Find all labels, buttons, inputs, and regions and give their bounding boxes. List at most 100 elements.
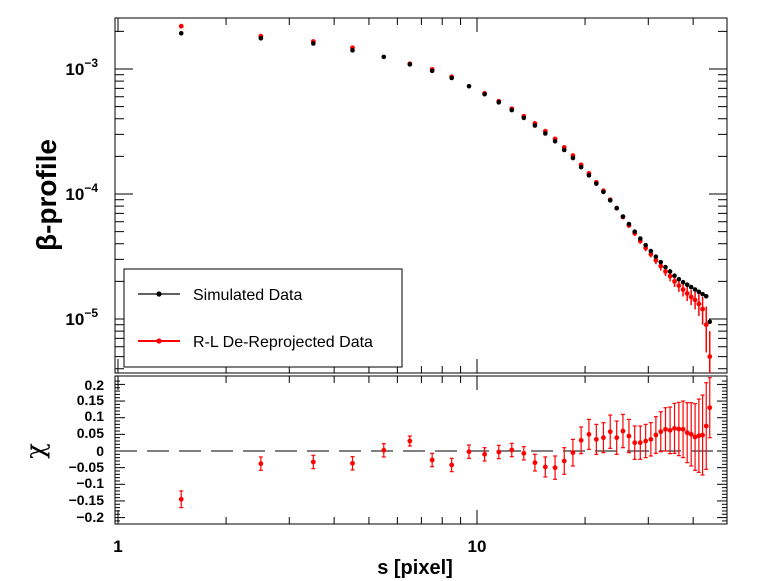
tick-base: 10 (65, 185, 84, 204)
legend: Simulated Data R-L De-Reprojected Data (123, 268, 403, 368)
x-axis-label: s [pixel] (377, 557, 453, 579)
rl-data-point (653, 257, 659, 263)
x-tick-label: 1 (113, 537, 122, 556)
chi-data-point (381, 447, 387, 453)
simulated-data-point (407, 62, 413, 67)
x-tick-labels: 1 10 (113, 537, 486, 556)
top-y-axis-label: β-profile (31, 139, 62, 251)
simulated-data-point (601, 189, 606, 195)
rl-data-point (178, 23, 184, 29)
chi-data-point (700, 432, 705, 438)
top-panel: 10−3 10−4 10−5 β-profile Simulated Data … (31, 17, 728, 374)
chi-data-point (632, 440, 638, 446)
chi-data-point (688, 431, 694, 437)
chi-data-point (482, 451, 488, 457)
simulated-data-point (614, 205, 620, 211)
bottom-y-tick-label: 0.2 (85, 377, 105, 393)
simulated-data-point (620, 214, 626, 219)
chi-data-point (707, 405, 713, 411)
top-y-tick-label: 10−5 (65, 306, 98, 329)
simulated-data-point (653, 254, 659, 260)
simulated-data-point (696, 289, 702, 295)
simulated-data-point (632, 229, 638, 234)
chi-data-point (676, 426, 682, 432)
simulated-data-point (672, 273, 677, 279)
top-y-tick-label: 10−3 (65, 56, 98, 79)
simulated-data-point (594, 181, 599, 186)
simulated-data-point (449, 75, 454, 81)
chi-data-point (350, 460, 355, 466)
rl-data-point (663, 269, 668, 274)
simulated-data-point (178, 31, 184, 36)
bottom-y-tick-label: −0.05 (69, 459, 105, 475)
simulated-data-point (552, 138, 558, 144)
chi-data-point (449, 462, 455, 468)
rl-data-point (667, 273, 673, 279)
chi-data-point (648, 436, 654, 442)
simulated-data-point (648, 248, 654, 254)
bottom-y-tick-label: 0.15 (77, 392, 104, 408)
chi-data-point (601, 435, 606, 441)
simulated-data-point (692, 287, 698, 292)
top-y-tick-labels: 10−3 10−4 10−5 (65, 56, 98, 329)
bottom-y-tick-label: −0.15 (69, 492, 105, 508)
chi-data-point (532, 460, 538, 466)
simulated-data-point (700, 291, 705, 297)
chi-data-point (542, 464, 548, 470)
simulated-data-point (643, 242, 648, 248)
chi-data-point (586, 431, 592, 437)
simulated-data-point (676, 276, 682, 282)
simulated-data-point (680, 279, 686, 285)
simulated-data-point (637, 236, 643, 241)
rl-data-point (658, 263, 664, 269)
bottom-y-axis-label: χ (21, 443, 51, 459)
rl-data-point (700, 306, 705, 312)
chi-data-point (521, 450, 527, 456)
simulated-data-point (258, 36, 264, 41)
chi-data-point (684, 430, 690, 436)
simulated-data-point (466, 83, 472, 89)
simulated-data-point (521, 115, 527, 121)
legend-rl-label: R-L De-Reprojected Data (193, 334, 373, 351)
rl-data-point (703, 322, 709, 328)
chi-data-point (561, 458, 567, 464)
chi-data-point (653, 432, 659, 438)
rl-data-point (707, 354, 713, 360)
chi-data-point (496, 449, 502, 455)
chi-data-point (620, 428, 626, 434)
chi-data-point (578, 437, 584, 443)
simulated-data-point (658, 259, 664, 265)
simulated-data-point (509, 107, 515, 113)
tick-base: 10 (65, 60, 84, 79)
simulated-data-point (429, 68, 435, 74)
simulated-data-point (532, 123, 538, 128)
x-tick-label: 10 (468, 537, 487, 556)
tick-exponent: −4 (84, 181, 98, 195)
legend-simulated-label: Simulated Data (193, 287, 302, 304)
chi-data-point (672, 425, 677, 431)
bottom-axis-ticks (115, 376, 727, 524)
bottom-y-tick-label: 0 (96, 443, 104, 459)
chi-data-point (570, 450, 576, 456)
rl-data-point (680, 287, 686, 292)
simulated-data-point (688, 284, 694, 290)
chi-data-point (552, 465, 558, 471)
chi-data-point (692, 434, 698, 440)
tick-exponent: −5 (84, 306, 98, 320)
bottom-y-tick-labels: 0.2 0.15 0.1 0.05 0 −0.05 −0.1 −0.15 −0.… (69, 377, 105, 525)
chi-data-point (658, 429, 664, 435)
chi-data-point (407, 438, 413, 444)
chi-data-point (626, 433, 632, 439)
chi-data-point (703, 423, 709, 429)
simulated-data-point (607, 198, 613, 203)
bottom-y-tick-label: −0.1 (76, 475, 104, 491)
chi-data-point (258, 461, 264, 467)
simulated-data-point (586, 173, 592, 178)
simulated-data-point (626, 221, 632, 227)
chi-data-point (429, 457, 435, 463)
simulated-data-point (703, 293, 709, 299)
legend-rl-marker (156, 338, 162, 344)
chi-data-point (509, 447, 515, 453)
simulated-data-point (482, 91, 487, 97)
